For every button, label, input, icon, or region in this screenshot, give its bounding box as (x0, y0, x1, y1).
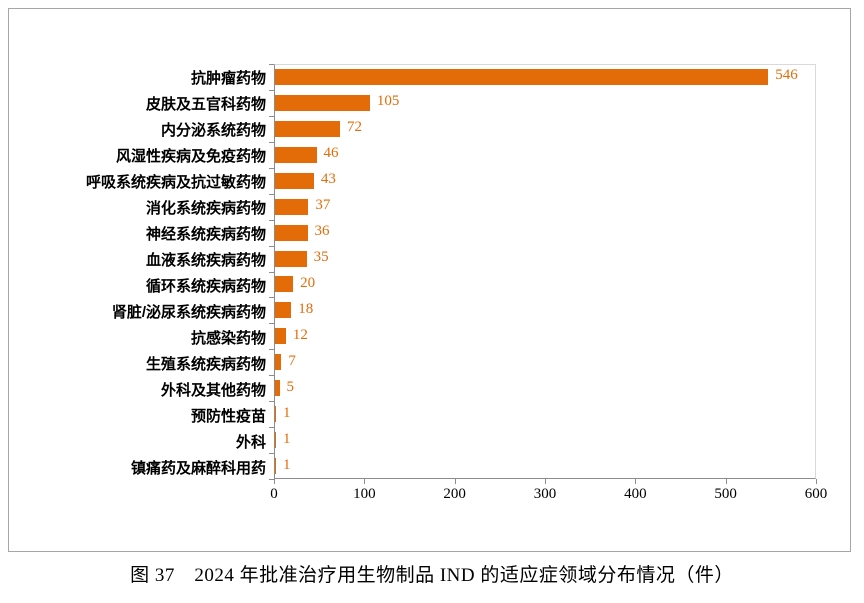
bar (275, 406, 276, 423)
value-label: 5 (286, 378, 295, 395)
category-label: 循环系统疾病药物 (145, 277, 266, 295)
category-label: 镇痛药及麻醉科用药 (130, 459, 266, 477)
x-axis-tick (364, 479, 366, 484)
category-label: 外科及其他药物 (160, 381, 266, 399)
x-axis-label: 500 (714, 486, 737, 502)
x-axis-tick (816, 479, 817, 484)
x-axis-tick (635, 479, 637, 484)
bar (275, 328, 286, 345)
bar (275, 120, 341, 137)
category-label: 外科 (235, 433, 266, 451)
bar (275, 224, 308, 241)
x-axis-tick (545, 479, 546, 484)
y-axis-tick (269, 245, 274, 247)
figure-caption: 图 37 2024 年批准治疗用生物制品 IND 的适应症领域分布情况（件） (130, 565, 734, 586)
y-axis-tick (269, 297, 274, 299)
y-axis-tick (269, 141, 274, 143)
y-axis-tick (269, 89, 274, 91)
category-label: 神经系统疾病药物 (145, 226, 266, 244)
category-label: 内分泌系统药物 (160, 122, 266, 140)
bar (275, 250, 307, 267)
y-axis-tick (269, 427, 274, 429)
value-label: 35 (313, 249, 329, 266)
value-label: 37 (315, 197, 331, 214)
category-label: 血液系统疾病药物 (145, 252, 266, 270)
plot-area (274, 64, 816, 479)
x-axis-label: 300 (533, 486, 557, 502)
x-axis-tick (725, 479, 727, 484)
bar (275, 172, 314, 189)
x-axis-label: 600 (804, 486, 828, 502)
value-label: 1 (283, 456, 291, 473)
value-label: 1 (283, 430, 291, 447)
bar (275, 276, 294, 293)
bar (275, 94, 370, 111)
bar (275, 380, 280, 397)
y-axis-tick (269, 115, 274, 117)
category-label: 皮肤及五官科药物 (145, 96, 266, 114)
y-axis-tick (269, 271, 274, 273)
y-axis-tick (269, 479, 274, 480)
x-axis-tick (274, 479, 275, 484)
x-axis-label: 400 (624, 486, 647, 502)
category-label: 生殖系统疾病药物 (145, 355, 266, 373)
bar (275, 458, 276, 475)
value-label: 46 (323, 145, 339, 162)
y-axis-tick (269, 453, 274, 455)
bar (275, 146, 317, 163)
category-label: 消化系统疾病药物 (145, 200, 266, 218)
value-label: 546 (775, 67, 798, 84)
x-axis-label: 100 (353, 486, 376, 502)
bar (275, 198, 309, 215)
value-label: 36 (314, 223, 330, 240)
y-axis-tick (269, 193, 274, 195)
category-label: 肾脏/泌尿系统疾病药物 (111, 303, 266, 321)
y-axis-tick (269, 167, 274, 169)
y-axis-tick (269, 64, 274, 65)
category-label: 预防性疫苗 (190, 407, 266, 425)
x-axis-label: 200 (443, 486, 466, 502)
y-axis-tick (269, 219, 274, 221)
x-axis-label: 0 (270, 486, 278, 502)
bar (275, 354, 282, 371)
value-label: 105 (376, 93, 400, 110)
value-label: 18 (298, 300, 314, 317)
x-axis-tick (454, 479, 456, 484)
bar (275, 68, 769, 85)
category-label: 风湿性疾病及免疫药物 (115, 148, 266, 166)
value-label: 72 (347, 119, 363, 136)
value-label: 12 (292, 326, 308, 343)
y-axis-tick (269, 349, 274, 351)
category-label: 抗感染药物 (190, 329, 266, 347)
bar (275, 432, 276, 449)
value-label: 7 (288, 352, 296, 369)
y-axis-tick (269, 323, 274, 325)
value-label: 20 (300, 274, 316, 291)
y-axis-tick (269, 401, 274, 403)
bar (275, 302, 292, 319)
y-axis-tick (269, 375, 274, 377)
category-label: 呼吸系统疾病及抗过敏药物 (85, 174, 266, 192)
value-label: 1 (283, 404, 291, 421)
value-label: 43 (320, 171, 336, 188)
category-label: 抗肿瘤药物 (190, 70, 266, 88)
